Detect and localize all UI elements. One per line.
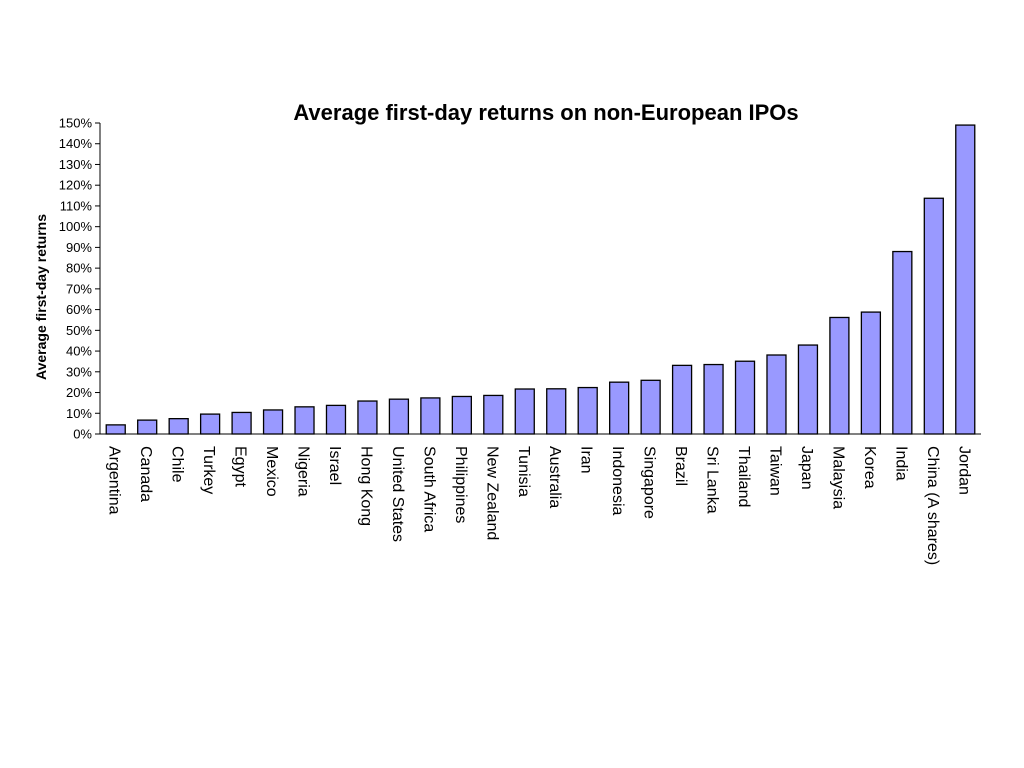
- y-tick-label: 60%: [66, 302, 92, 317]
- bar-tunisia: [514, 388, 535, 435]
- bar-iran: [577, 386, 598, 435]
- bar-turkey: [199, 413, 221, 435]
- x-tick-label: Philippines: [452, 446, 469, 523]
- y-tick-label: 50%: [66, 323, 92, 338]
- x-tick-label: India: [892, 446, 909, 481]
- y-tick-label: 110%: [60, 198, 93, 213]
- x-tick-label: Hong Kong: [357, 446, 374, 526]
- chart-title: Average first-day returns on non-Europea…: [293, 100, 798, 125]
- y-tick-label: 120%: [59, 178, 93, 193]
- x-tick-label: Jordan: [955, 446, 972, 495]
- bar-indonesia: [609, 381, 630, 435]
- bar-malaysia: [829, 316, 850, 435]
- y-tick-label: 0%: [73, 427, 92, 442]
- bar-chile: [168, 418, 189, 435]
- bar-united-states: [388, 398, 410, 435]
- bar-sri-lanka: [703, 363, 724, 435]
- x-tick-label: Brazil: [672, 446, 689, 486]
- bar-hong-kong: [357, 400, 378, 435]
- y-axis-label: Average first-day returns: [33, 214, 49, 380]
- x-axis-labels: Argentina Canada Chile Turkey Egypt Mexico Nig…: [106, 446, 973, 565]
- x-tick-label: New Zealand: [483, 446, 500, 540]
- bar-china-a-shares: [923, 197, 944, 435]
- x-tick-label: Argentina: [106, 446, 123, 515]
- y-tick-label: 150%: [59, 116, 93, 131]
- y-tick-label: 140%: [59, 136, 93, 151]
- x-tick-label: United States: [389, 446, 406, 542]
- x-tick-label: Israel: [326, 446, 343, 485]
- bar-india: [892, 250, 913, 435]
- x-tick-label: Mexico: [263, 446, 280, 497]
- x-tick-label: Malaysia: [829, 446, 846, 509]
- x-tick-label: Singapore: [641, 446, 658, 519]
- x-tick-label: South Africa: [420, 446, 437, 532]
- x-tick-label: Japan: [798, 446, 815, 490]
- bar-south-africa: [420, 397, 441, 435]
- x-tick-label: Australia: [546, 446, 563, 508]
- bar-singapore: [640, 379, 661, 435]
- bar-brazil: [671, 364, 693, 435]
- bar-jordan: [955, 124, 976, 435]
- bar-canada: [137, 419, 158, 435]
- bar-australia: [546, 388, 567, 435]
- x-tick-label: Sri Lanka: [704, 446, 721, 514]
- x-tick-label: Canada: [137, 446, 154, 502]
- x-tick-label: Thailand: [735, 446, 752, 507]
- bar-new-zealand: [483, 394, 504, 435]
- x-tick-label: Iran: [578, 446, 595, 474]
- bar-taiwan: [766, 354, 787, 435]
- bar-israel: [325, 404, 347, 435]
- y-tick-label: 10%: [66, 406, 92, 421]
- bar-japan: [797, 344, 819, 435]
- x-tick-label: Chile: [169, 446, 186, 483]
- x-tick-label: Nigeria: [295, 446, 312, 497]
- bar-mexico: [262, 409, 284, 435]
- bar-egypt: [231, 411, 252, 435]
- y-tick-label: 40%: [66, 344, 92, 359]
- y-tick-label: 20%: [66, 385, 92, 400]
- x-tick-label: Indonesia: [609, 446, 626, 515]
- y-tick-label: 80%: [66, 261, 92, 276]
- bar-series: [105, 124, 976, 435]
- x-tick-label: Turkey: [200, 446, 217, 494]
- bar-korea: [860, 311, 882, 435]
- y-tick-label: 90%: [66, 240, 92, 255]
- bar-philippines: [451, 395, 472, 435]
- x-tick-label: Egypt: [232, 446, 249, 487]
- bar-nigeria: [294, 406, 315, 435]
- y-tick-label: 70%: [66, 281, 92, 296]
- x-tick-label: Tunisia: [515, 446, 532, 497]
- y-axis-ticks: 0% 10% 20% 30% 40% 50% 60% 70% 80% 90% 100% 110% 120…: [59, 116, 100, 442]
- y-tick-label: 30%: [66, 364, 92, 379]
- x-tick-label: Taiwan: [766, 446, 783, 496]
- y-tick-label: 130%: [59, 157, 93, 172]
- bar-argentina: [105, 424, 126, 435]
- x-tick-label: China (A shares): [924, 446, 941, 565]
- x-tick-label: Korea: [861, 446, 878, 489]
- y-tick-label: 100%: [59, 219, 93, 234]
- bar-thailand: [734, 360, 756, 435]
